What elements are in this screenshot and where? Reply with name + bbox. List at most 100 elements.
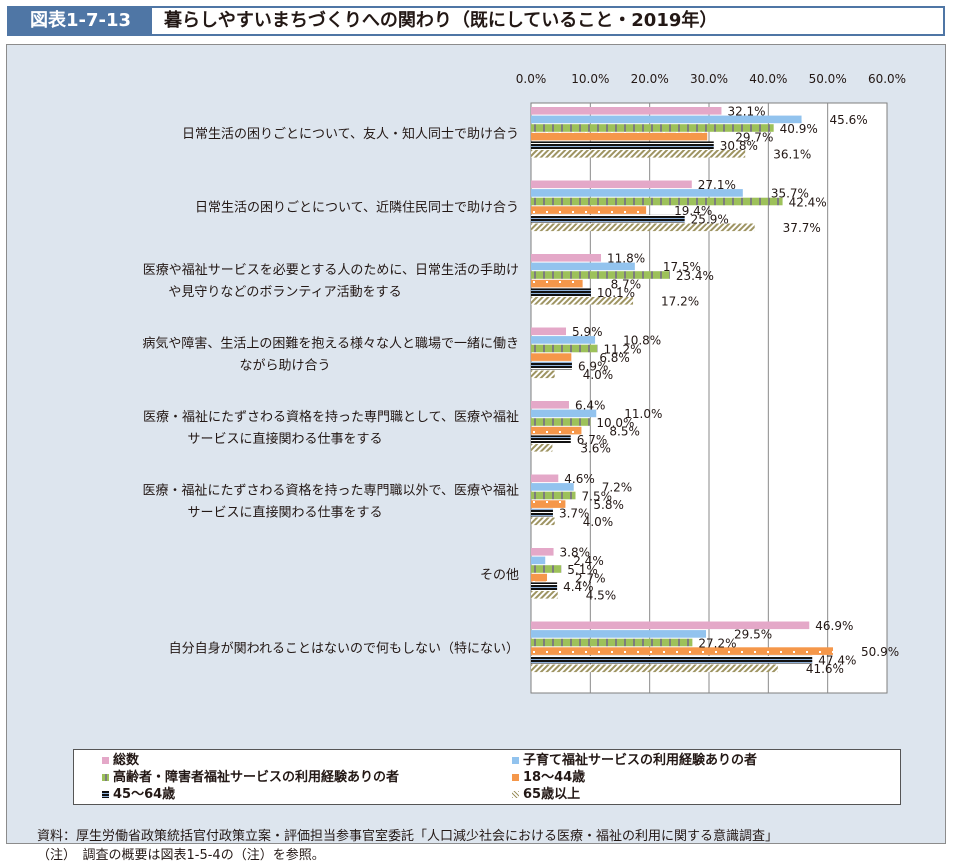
legend-label: 子育て福祉サービスの利用経験ありの者 [523, 753, 758, 768]
category-label: ながら助け合う [239, 358, 330, 373]
bar-age-45-64 [531, 361, 572, 370]
data-label: 3.6% [580, 442, 611, 456]
legend-item-18-44: 18〜44歳 [512, 769, 585, 786]
category-label: サービスに直接関わる仕事をする [187, 504, 382, 520]
bar-total [531, 548, 554, 556]
bar-total [531, 180, 692, 189]
data-label: 2.4% [573, 554, 604, 568]
bar-elderly-disabled [531, 124, 774, 132]
data-label: 3.8% [560, 546, 591, 560]
data-label: 25.9% [691, 213, 729, 227]
data-label: 8.5% [609, 424, 640, 438]
bar-elderly-disabled [531, 638, 693, 647]
data-label: 40.9% [780, 122, 818, 136]
bar-age-45-64 [531, 655, 813, 664]
data-label: 11.8% [607, 252, 645, 266]
legend-item-total: 総数 [102, 752, 139, 769]
data-label: 19.4% [674, 204, 712, 218]
bar-age-18-44 [531, 206, 647, 214]
legend-swatch-45-64 [102, 791, 109, 798]
data-label: 7.2% [602, 481, 633, 495]
bar-childcare [531, 630, 707, 638]
bar-age-18-44 [531, 500, 566, 508]
data-label: 3.7% [559, 507, 590, 521]
bar-age-65-plus [531, 664, 778, 673]
bar-age-65-plus [531, 297, 634, 305]
bar-age-65-plus [531, 150, 746, 158]
category-label: 医療・福祉にたずさわる資格を持った専門職として、医療や福祉 [143, 409, 519, 425]
bar-age-45-64 [531, 288, 591, 296]
bar-elderly-disabled [531, 271, 670, 279]
bar-total [531, 401, 569, 409]
bar-age-45-64 [531, 508, 553, 517]
data-label: 5.8% [593, 498, 624, 512]
bar-elderly-disabled [531, 565, 562, 573]
data-label: 30.8% [720, 139, 758, 153]
bar-childcare [531, 409, 597, 418]
bar-age-65-plus [531, 517, 555, 526]
data-label: 7.5% [582, 489, 613, 503]
bar-childcare [531, 189, 743, 197]
data-label: 29.7% [735, 130, 773, 144]
bar-age-18-44 [531, 353, 572, 361]
note-text: （注） 調査の概要は図表1-5-4の（注）を参照。 [37, 848, 325, 863]
data-label: 4.5% [586, 589, 617, 603]
bar-age-65-plus [531, 591, 558, 599]
data-label: 4.0% [583, 515, 614, 529]
data-label: 23.4% [676, 269, 714, 283]
legend-swatch-total [102, 757, 109, 764]
figure-number: 図表1-7-13 [9, 8, 152, 34]
bar-childcare [531, 262, 635, 271]
data-label: 37.7% [783, 221, 821, 235]
data-label: 46.9% [815, 619, 853, 633]
legend-swatch-elderly-disabled [102, 774, 109, 781]
x-tick-label: 60.0% [868, 72, 906, 86]
bar-elderly-disabled [531, 344, 598, 353]
data-label: 4.6% [564, 472, 595, 486]
data-label: 4.0% [583, 368, 614, 382]
legend-swatch-18-44 [512, 774, 519, 781]
legend-label: 総数 [113, 753, 140, 768]
data-label: 11.2% [603, 342, 641, 356]
category-label: 病気や障害、生活上の困難を抱える様々な人と職場で一緒に働き [142, 335, 519, 351]
x-tick-label: 10.0% [571, 72, 609, 86]
data-label: 27.1% [698, 178, 736, 192]
data-label: 35.7% [771, 187, 809, 201]
legend-swatch-65-plus [512, 791, 519, 798]
data-label: 10.1% [597, 286, 635, 300]
category-label: サービスに直接関わる仕事をする [187, 431, 382, 447]
figure-header: 図表1-7-13 暮らしやすいまちづくりへの関わり（既にしていること・2019年… [7, 6, 945, 36]
category-label: や見守りなどのボランティア活動をする [168, 285, 401, 300]
bar-total [531, 621, 810, 630]
data-label: 4.4% [563, 580, 594, 594]
bar-age-45-64 [531, 141, 714, 149]
legend-item-childcare: 子育て福祉サービスの利用経験ありの者 [512, 752, 757, 769]
data-label: 10.8% [623, 334, 661, 348]
data-label: 6.8% [599, 351, 630, 365]
data-label: 27.2% [698, 636, 736, 650]
legend-label: 65歳以上 [523, 787, 581, 802]
data-label: 41.6% [806, 662, 844, 676]
bar-total [531, 254, 602, 262]
bar-age-18-44 [531, 573, 548, 582]
bar-childcare [531, 483, 574, 491]
bar-age-65-plus [531, 370, 555, 379]
data-label: 8.7% [611, 277, 642, 291]
category-label: 医療・福祉にたずさわる資格を持った専門職以外で、医療や福祉 [143, 482, 519, 498]
data-label: 50.9% [861, 645, 899, 659]
bar-age-65-plus [531, 444, 553, 452]
legend-swatch-childcare [512, 757, 519, 764]
bar-total [531, 474, 559, 483]
bar-chart: 0.0% 10.0% 20.0% 30.0% 40.0% 50.0% 60.0% 日常生活の… [142, 72, 906, 694]
data-label: 11.0% [624, 407, 662, 421]
bar-age-18-44 [531, 132, 708, 141]
category-label: 医療や福祉サービスを必要とする人のために、日常生活の手助け [143, 263, 519, 278]
bar-total [531, 327, 567, 336]
x-tick-label: 0.0% [516, 72, 547, 86]
bar-age-18-44 [531, 647, 834, 655]
data-label: 5.9% [572, 325, 603, 339]
x-tick-label: 30.0% [690, 72, 728, 86]
bar-childcare [531, 336, 596, 344]
data-label: 45.6% [830, 113, 868, 127]
data-label: 6.4% [575, 399, 606, 413]
